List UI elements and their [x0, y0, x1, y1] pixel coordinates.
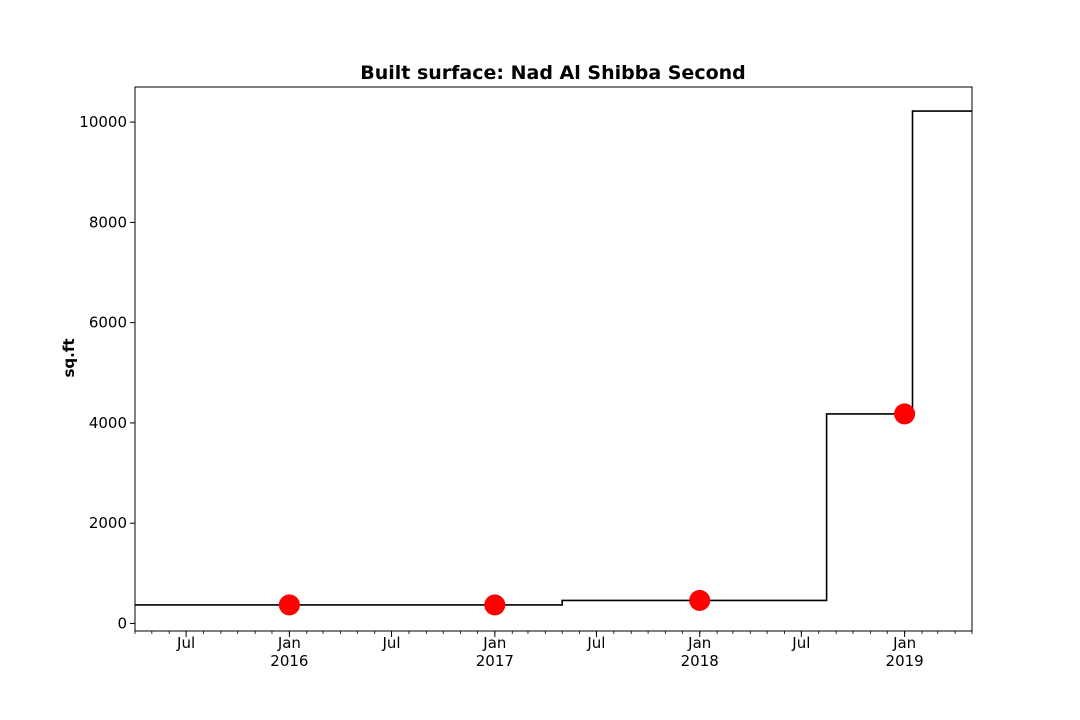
y-tick-label: 10000	[79, 113, 127, 131]
x-tick-label: Jan	[277, 634, 301, 652]
y-tick-label: 4000	[89, 414, 127, 432]
x-tick-year-label: 2016	[270, 652, 308, 670]
y-tick-label: 8000	[89, 213, 127, 231]
x-tick-label: Jul	[791, 634, 810, 652]
y-tick-label: 6000	[89, 314, 127, 332]
data-point-marker	[689, 589, 711, 611]
data-point-marker	[894, 403, 916, 425]
y-axis-label: sq.ft	[60, 338, 78, 377]
y-tick-label: 0	[117, 614, 127, 632]
y-tick-label: 2000	[89, 514, 127, 532]
x-tick-label: Jan	[482, 634, 506, 652]
chart-title: Built surface: Nad Al Shibba Second	[360, 62, 746, 84]
x-tick-label: Jul	[176, 634, 195, 652]
data-point-marker	[484, 594, 506, 616]
plot-frame	[134, 86, 973, 632]
x-tick-label: Jan	[892, 634, 916, 652]
x-tick-label: Jan	[687, 634, 711, 652]
x-tick-year-label: 2018	[681, 652, 719, 670]
x-tick-label: Jul	[586, 634, 605, 652]
x-tick-label: Jul	[381, 634, 400, 652]
step-series-line	[135, 110, 972, 606]
data-point-marker	[278, 594, 300, 616]
x-tick-year-label: 2019	[886, 652, 924, 670]
x-tick-year-label: 2017	[476, 652, 514, 670]
